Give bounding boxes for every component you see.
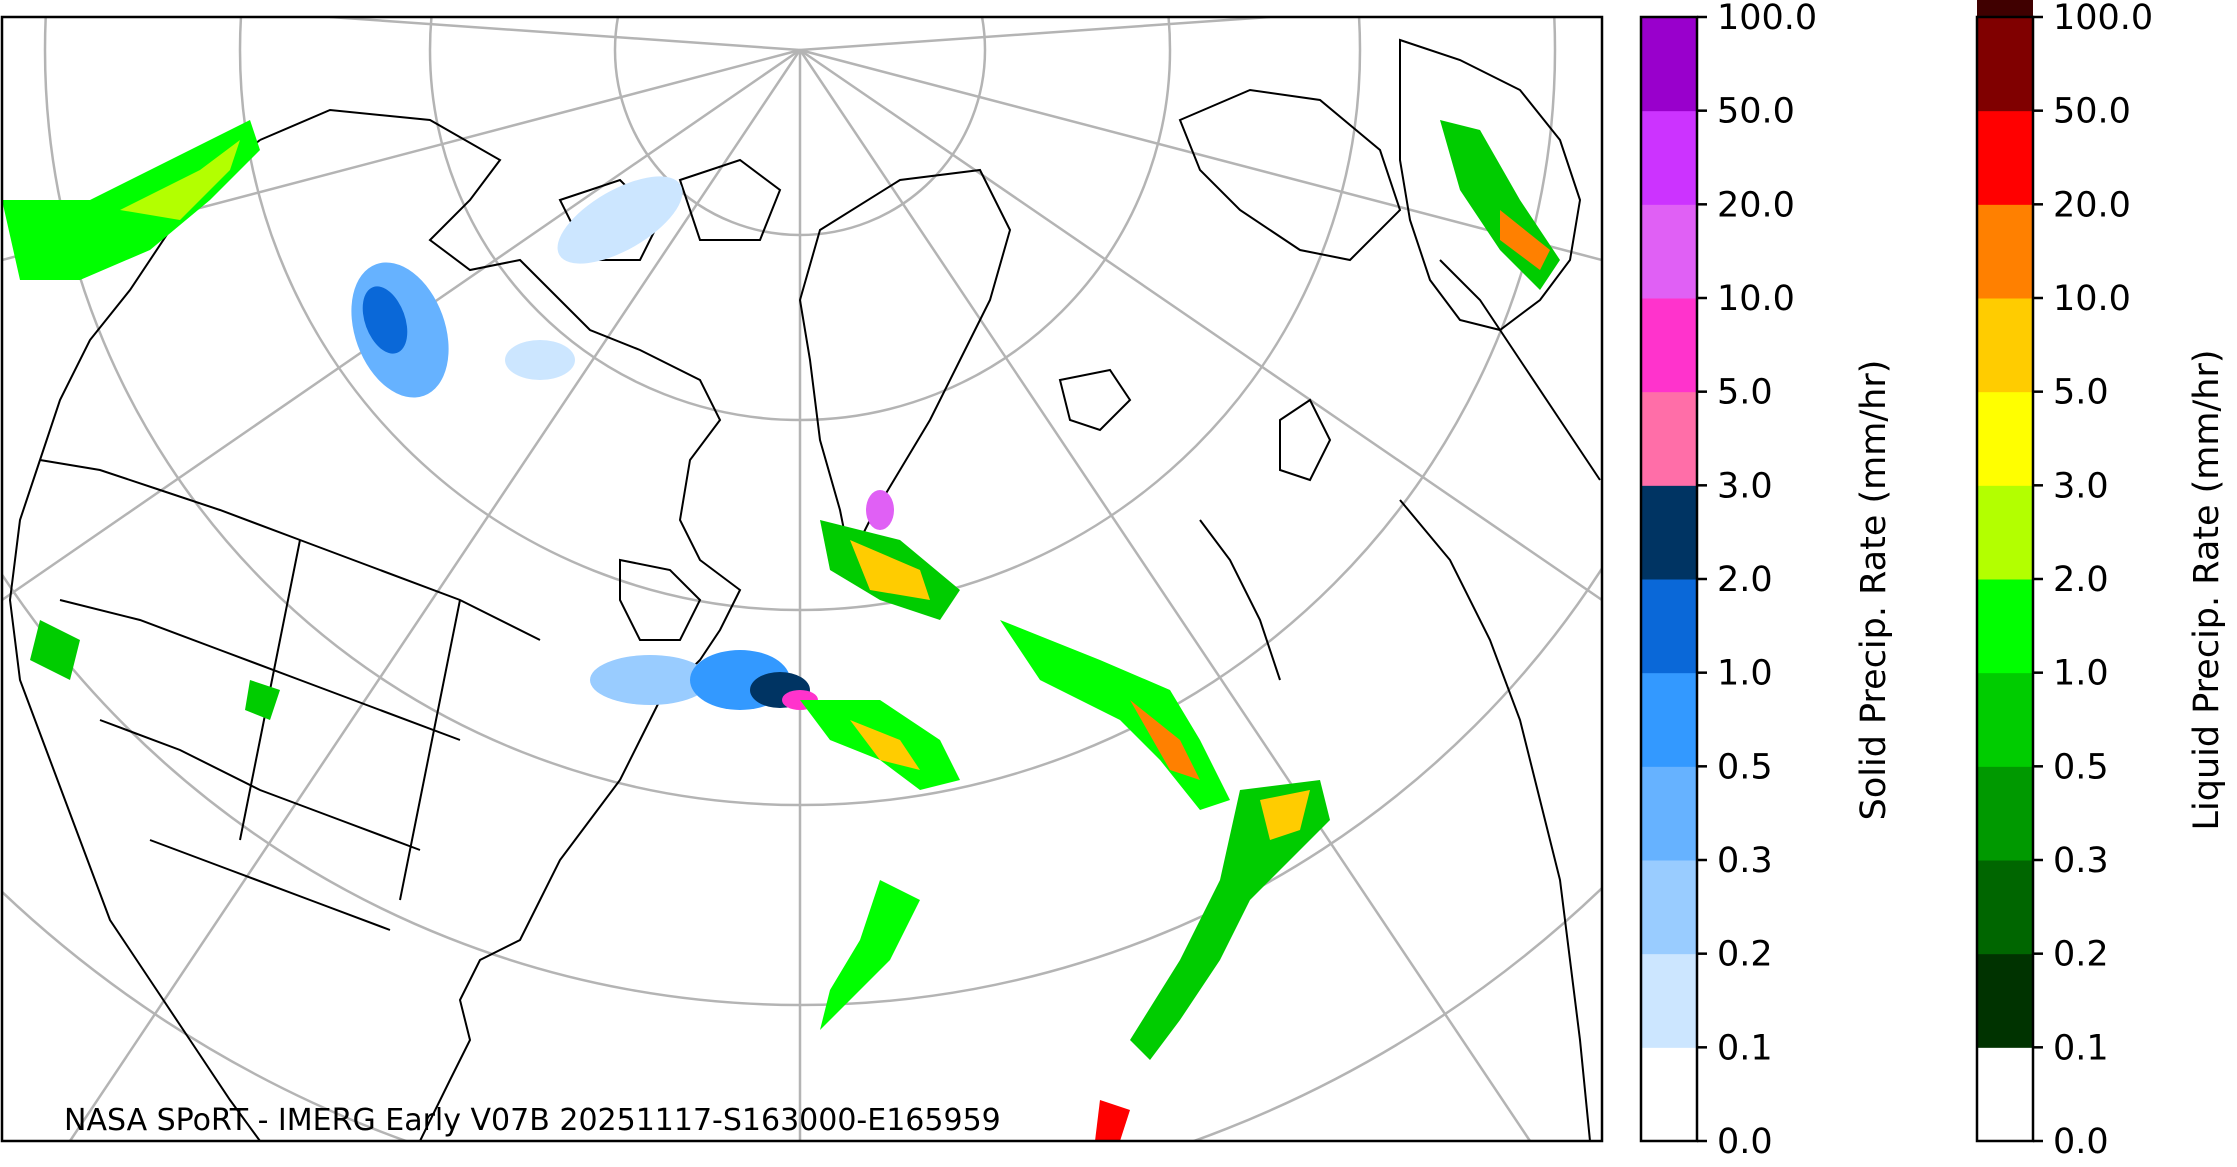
colorbar-tick-label: 0.1 — [1717, 1028, 1773, 1068]
map-frame — [0, 15, 1604, 1143]
colorbar-tick-label: 20.0 — [2053, 185, 2131, 225]
colorbar-tick-label: 2.0 — [2053, 560, 2109, 600]
colorbar-segment — [1977, 953, 2033, 1048]
colorbar-tick-label: 0.2 — [2053, 935, 2109, 975]
colorbar-segment — [1977, 766, 2033, 861]
colorbar-segment — [1641, 204, 1697, 299]
colorbar-segment — [1641, 17, 1697, 112]
graticule — [2, 17, 1602, 1141]
liquid-precip-colorbar: 0.0 0.1 0.2 0.3 0.5 1.0 2.0 3.0 5.0 10.0 20.0 50.0 1… — [1975, 0, 2153, 1162]
colorbar-segment — [1977, 110, 2033, 205]
colorbar-segment — [1641, 485, 1697, 580]
colorbar-tick-label: 3.0 — [1717, 466, 1773, 506]
map-credit: NASA SPoRT - IMERG Early V07B 20251117-S… — [64, 1103, 1001, 1138]
colorbar-tick-label: 0.0 — [2053, 1122, 2109, 1162]
colorbar-tick-label: 0.3 — [1717, 841, 1773, 881]
coastlines — [8, 38, 1601, 1141]
colorbar-segment — [1977, 1047, 2033, 1142]
solid-precip-colorbar: 0.0 0.1 0.2 0.3 0.5 1.0 2.0 3.0 5.0 10.0 20.0 50.0 1… — [1639, 0, 1817, 1162]
colorbar-segment — [1641, 953, 1697, 1048]
colorbar-segment — [1977, 17, 2033, 112]
colorbar-segment — [1641, 672, 1697, 767]
colorbar-segment — [1977, 579, 2033, 674]
colorbar-tick-label: 5.0 — [1717, 373, 1773, 413]
colorbar-segment — [1977, 391, 2033, 486]
colorbar-segment — [1977, 298, 2033, 393]
colorbar-tick-label: 3.0 — [2053, 466, 2109, 506]
solid-precipitation — [351, 176, 894, 710]
colorbar-tick-label: 5.0 — [2053, 373, 2109, 413]
liquid-colorbar-label: Liquid Precip. Rate (mm/hr) — [2187, 349, 2227, 830]
colorbar-tick-label: 10.0 — [1717, 279, 1795, 319]
colorbar-tick-label: 0.5 — [2053, 747, 2109, 787]
colorbar-segment — [1977, 860, 2033, 955]
colorbar-tick-label: 0.0 — [1717, 1122, 1773, 1162]
colorbar-segment — [1641, 391, 1697, 486]
colorbar-tick-label: 0.2 — [1717, 935, 1773, 975]
colorbar-tick-label: 0.5 — [1717, 747, 1773, 787]
colorbar-segment — [1641, 110, 1697, 205]
colorbar-tick-label: 50.0 — [1717, 92, 1795, 132]
map-panel: NASA SPoRT - IMERG Early V07B 20251117-S… — [2, 17, 1602, 1141]
colorbar-segment — [1977, 485, 2033, 580]
colorbar-segment — [1641, 766, 1697, 861]
solid-colorbar-label: Solid Precip. Rate (mm/hr) — [1854, 360, 1894, 821]
colorbar-segment — [1641, 579, 1697, 674]
liquid-precipitation — [2, 120, 1560, 1141]
colorbar-segment — [1641, 1047, 1697, 1142]
colorbar-segment — [1641, 860, 1697, 955]
colorbar-segment — [1641, 298, 1697, 393]
colorbar-segment — [1977, 672, 2033, 767]
colorbar-tick-label: 20.0 — [1717, 185, 1795, 225]
colorbar-tick-label: 100.0 — [2053, 0, 2153, 38]
colorbar-tick-label: 0.1 — [2053, 1028, 2109, 1068]
colorbar-tick-label: 100.0 — [1717, 0, 1817, 38]
colorbar-tick-label: 10.0 — [2053, 279, 2131, 319]
colorbar-tick-label: 2.0 — [1717, 560, 1773, 600]
colorbar-tick-label: 1.0 — [2053, 654, 2109, 694]
colorbar-tick-label: 0.3 — [2053, 841, 2109, 881]
colorbar-tick-label: 1.0 — [1717, 654, 1773, 694]
colorbar-segment — [1977, 204, 2033, 299]
colorbar-segment — [1977, 0, 2033, 18]
colorbar-tick-label: 50.0 — [2053, 92, 2131, 132]
